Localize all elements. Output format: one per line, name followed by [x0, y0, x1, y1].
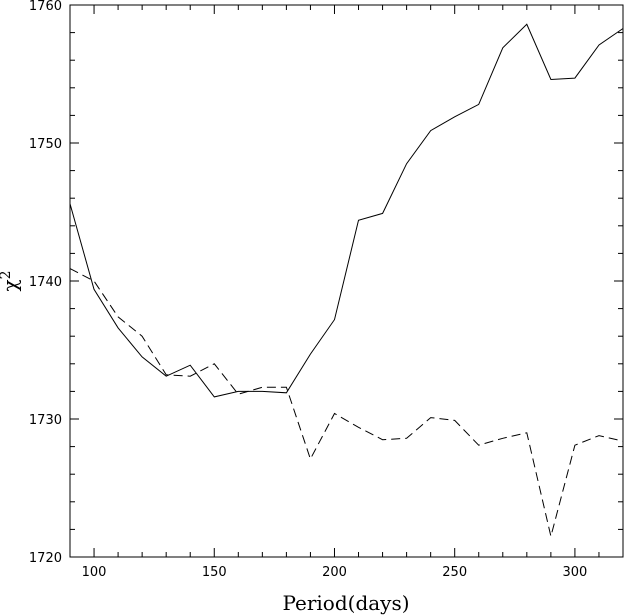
- y-tick-label: 1740: [29, 275, 62, 290]
- series-layer: [69, 23, 624, 537]
- x-axis-title: Period(days): [282, 591, 409, 615]
- y-tick-label: 1750: [29, 137, 62, 152]
- y-tick-label: 1730: [29, 413, 62, 428]
- axis-tick-labels: 100 150 200 250 300 1720 1730 1740 1750 1760: [29, 0, 587, 580]
- y-axis-title-superscript: 2: [0, 270, 14, 279]
- x-tick-label: 150: [202, 565, 227, 580]
- x-tick-label: 250: [442, 565, 467, 580]
- y-axis-title: χ2: [0, 270, 22, 291]
- y-tick-label: 1720: [29, 551, 62, 566]
- axis-ticks: [69, 4, 624, 558]
- x-tick-label: 300: [562, 565, 587, 580]
- plot-frame: [69, 4, 624, 558]
- y-tick-label: 1760: [29, 0, 62, 14]
- x-tick-label: 100: [82, 565, 107, 580]
- y-axis-title-base: χ: [0, 279, 22, 291]
- series-line-solid: [69, 23, 624, 398]
- x-tick-label: 200: [322, 565, 347, 580]
- series-line-dashed: [69, 268, 624, 537]
